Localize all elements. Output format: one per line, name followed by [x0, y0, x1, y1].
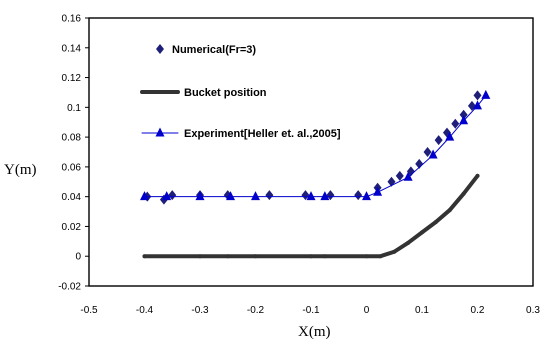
series-line	[144, 94, 487, 198]
data-point-diamond	[395, 170, 404, 181]
x-tick-label: -0.1	[302, 305, 320, 316]
data-point-triangle	[162, 191, 172, 201]
legend-label: Experiment[Heller et. al.,2005]	[184, 128, 341, 140]
series-layer	[140, 89, 491, 259]
data-point-diamond	[459, 109, 468, 120]
data-point-circle	[158, 90, 162, 94]
y-tick-label: 0.02	[62, 222, 82, 233]
legend: Numerical(Fr=3) Bucket position Experiment…	[140, 44, 341, 140]
data-point-triangle	[140, 191, 149, 201]
y-tick-label: 0.04	[62, 192, 82, 203]
x-tick-label: 0	[364, 305, 370, 316]
x-tick-label: 0.1	[415, 305, 429, 316]
data-point-diamond	[434, 135, 443, 146]
data-point-circle	[378, 254, 383, 259]
y-tick-label: 0.12	[62, 73, 82, 84]
data-point-triangle	[226, 191, 236, 201]
data-point-circle	[392, 249, 397, 254]
plot-area-frame	[88, 17, 534, 287]
data-point-diamond	[168, 190, 177, 201]
y-axis-ticks: -0.02 0 0.02 0.04 0.06 0.08 0.1 0.12 0.14 0.16	[58, 14, 89, 293]
data-point-circle	[322, 254, 327, 259]
y-tick-label: 0.14	[62, 43, 82, 54]
data-point-circle	[420, 230, 424, 235]
data-point-circle	[142, 254, 147, 259]
data-point-diamond	[415, 158, 424, 169]
data-point-triangle	[320, 191, 330, 201]
x-tick-label: -0.5	[80, 305, 98, 316]
legend-label: Numerical(Fr=3)	[172, 44, 256, 56]
data-point-triangle	[306, 191, 316, 201]
data-point-diamond	[265, 190, 274, 201]
x-tick-label: 0.2	[471, 305, 485, 316]
data-point-triangle	[473, 100, 482, 110]
x-tick-label: -0.2	[247, 305, 265, 316]
data-point-triangle	[428, 149, 438, 159]
series-line	[142, 173, 480, 259]
data-point-circle	[225, 254, 230, 259]
data-point-triangle	[195, 191, 205, 201]
data-point-circle	[364, 254, 369, 259]
x-tick-label: -0.4	[136, 305, 154, 316]
data-point-circle	[447, 208, 452, 213]
data-point-triangle	[403, 171, 413, 181]
data-point-circle	[309, 254, 313, 259]
data-point-triangle	[445, 131, 455, 141]
data-point-diamond	[301, 190, 310, 201]
series-2	[140, 89, 491, 201]
x-axis-title: X(m)	[298, 324, 331, 340]
y-tick-label: 0.06	[62, 162, 82, 173]
data-point-triangle	[251, 191, 260, 201]
series-1	[142, 173, 480, 259]
x-tick-label: 0.3	[526, 305, 540, 316]
data-point-diamond	[156, 44, 164, 54]
data-point-triangle	[459, 115, 469, 125]
legend-entry-0: Numerical(Fr=3)	[156, 44, 256, 56]
data-point-circle	[253, 254, 258, 259]
y-tick-label: 0	[75, 252, 81, 263]
data-point-diamond	[423, 147, 432, 157]
y-tick-label: 0.1	[67, 103, 81, 114]
data-point-triangle	[481, 89, 491, 99]
data-point-triangle	[373, 186, 383, 196]
data-point-circle	[475, 173, 480, 178]
data-point-circle	[406, 240, 411, 245]
data-point-triangle	[362, 191, 371, 201]
data-point-circle	[198, 254, 202, 259]
y-tick-label: 0.08	[62, 133, 82, 144]
data-point-diamond	[326, 190, 335, 201]
data-point-diamond	[354, 190, 363, 201]
series-0	[143, 90, 482, 205]
data-point-circle	[461, 191, 466, 196]
y-axis-title: Y(m)	[4, 162, 37, 178]
y-tick-label: -0.02	[58, 282, 81, 293]
data-point-circle	[433, 219, 438, 224]
data-point-diamond	[451, 118, 460, 129]
legend-entry-1: Bucket position	[140, 87, 267, 99]
legend-entry-2: Experiment[Heller et. al.,2005]	[141, 127, 341, 140]
data-point-triangle	[155, 127, 165, 137]
y-tick-label: 0.16	[62, 14, 82, 25]
legend-label: Bucket position	[184, 87, 267, 99]
x-tick-label: -0.3	[191, 305, 209, 316]
x-axis-ticks: -0.5 -0.4 -0.3 -0.2 -0.1 0 0.1 0.2 0.3	[80, 305, 540, 316]
data-point-diamond	[473, 90, 482, 101]
